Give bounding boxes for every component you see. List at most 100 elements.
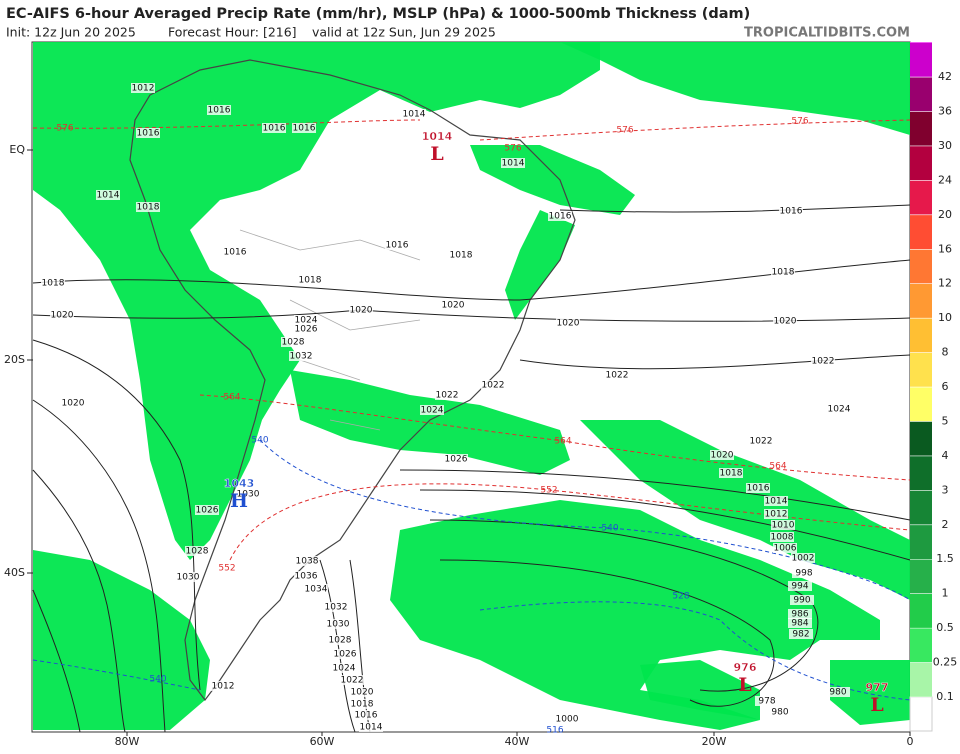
isobar-label: 1002	[792, 554, 815, 564]
isobar-label: 1032	[290, 352, 313, 362]
isobar-label-bg	[131, 83, 155, 93]
isobar-label-bg	[556, 318, 580, 328]
precip-frontal-band	[580, 420, 910, 600]
isobar-label-bg	[262, 123, 286, 133]
thickness-line	[32, 659, 201, 691]
isobar-label: 1024	[421, 406, 444, 416]
isobar-label: 1022	[482, 381, 505, 391]
isobar-label-bg	[50, 310, 74, 320]
colorbar-label: 24	[938, 173, 952, 186]
thickness-label: 576	[791, 117, 808, 127]
isobar-label-bg	[359, 722, 383, 732]
isobar-label-bg	[764, 496, 788, 506]
colorbar-label: 0.25	[933, 656, 958, 669]
isobar-label: 1014	[502, 159, 525, 169]
isobar-label-bg	[719, 468, 743, 478]
isobar-label-bg	[385, 240, 409, 250]
isobar-label: 1030	[177, 573, 200, 583]
pressure-center-value: 976	[734, 661, 757, 674]
colorbar-segment	[910, 249, 932, 284]
isobar-label-bg	[136, 202, 160, 212]
isobar-label-bg	[281, 337, 305, 347]
isobar-label-bg	[755, 696, 779, 706]
pressure-center-letter: L	[870, 694, 883, 716]
pressure-center-value: 1043	[224, 477, 255, 490]
isobar-label: 1020	[442, 301, 465, 311]
isobar-label: 994	[791, 582, 808, 592]
isobar-label-bg	[555, 714, 579, 724]
colorbar-label: 36	[938, 105, 952, 118]
isobar-label: 1000	[556, 715, 579, 725]
isobar-label: 1028	[186, 547, 209, 557]
colorbar-label: 1	[942, 587, 949, 600]
isobar-label-bg	[61, 398, 85, 408]
precip-far-east	[830, 660, 910, 725]
isobar-label: 1014	[403, 110, 426, 120]
isobar-label-bg	[304, 584, 328, 594]
isobar-label: 998	[795, 569, 812, 579]
isobar-label-bg	[788, 618, 812, 628]
colorbar-segment	[910, 145, 932, 181]
colorbar-label: 1.5	[936, 552, 954, 565]
isobar-label-bg	[295, 556, 319, 566]
isobar-label: 1038	[296, 557, 319, 567]
isobar-label: 1016	[293, 124, 316, 134]
isobar-label: 980	[829, 688, 846, 698]
isobar	[32, 339, 201, 691]
isobar-label: 1018	[137, 203, 160, 213]
isobar-label: 1016	[747, 484, 770, 494]
isobar-label-bg	[771, 520, 795, 530]
isobar-label-bg	[294, 571, 318, 581]
colorbar-below-min	[909, 696, 933, 732]
isobar-label: 1036	[295, 572, 318, 582]
thickness-line	[479, 601, 911, 701]
thickness-label: 564	[554, 437, 571, 447]
colorbar-segment	[910, 490, 932, 525]
lon-label: 20W	[702, 735, 727, 748]
isobar-label-bg	[207, 105, 231, 115]
colorbar-segment	[910, 42, 932, 78]
thickness-label: 540	[149, 675, 166, 685]
isobar-label-bg	[136, 128, 160, 138]
thickness-label: 552	[218, 564, 235, 574]
init-time: Init: 12z Jun 20 2025	[6, 25, 136, 40]
isobar-label-bg	[789, 629, 813, 639]
isobar-label: 1018	[772, 268, 795, 278]
lon-label: 0	[907, 735, 914, 748]
isobar-label-bg	[236, 489, 260, 499]
isobar-label-bg	[349, 305, 373, 315]
colorbar-label: 4	[942, 449, 949, 462]
colorbar-segment	[910, 524, 932, 560]
thickness-label: 564	[223, 393, 240, 403]
isobar-label-bg	[176, 572, 200, 582]
isobar-label-bg	[771, 267, 795, 277]
isobar-label-bg	[811, 356, 835, 366]
isobar-label-bg	[350, 687, 374, 697]
colorbar-label: 8	[942, 346, 949, 359]
isobar-label: 990	[793, 596, 810, 606]
isobar-label: 1018	[720, 469, 743, 479]
isobar-label: 1012	[765, 510, 788, 520]
isobar-label-bg	[773, 316, 797, 326]
isobar-label: 1026	[334, 650, 357, 660]
isobar-label: 1026	[295, 325, 318, 335]
colorbar-segment	[910, 628, 932, 663]
borders	[239, 229, 421, 431]
isobar-label: 1030	[237, 490, 260, 500]
pressure-center-value: 977	[866, 681, 889, 694]
isobar-label: 1016	[355, 711, 378, 721]
isobar-label-bg	[185, 546, 209, 556]
isobar-label: 1014	[97, 191, 120, 201]
lat-label: 40S	[4, 566, 25, 579]
isobar-label: 1020	[711, 451, 734, 461]
colorbar-label: 42	[938, 70, 952, 83]
isobar	[519, 354, 911, 370]
isobar-label-bg	[435, 390, 459, 400]
isobar-label: 1016	[263, 124, 286, 134]
precip-north-andes	[33, 42, 600, 560]
precip-southwest-pacific	[33, 550, 210, 730]
colorbar-label: 3	[942, 483, 949, 496]
isobar-label: 1018	[351, 700, 374, 710]
precip-north-atlantic	[560, 42, 910, 135]
